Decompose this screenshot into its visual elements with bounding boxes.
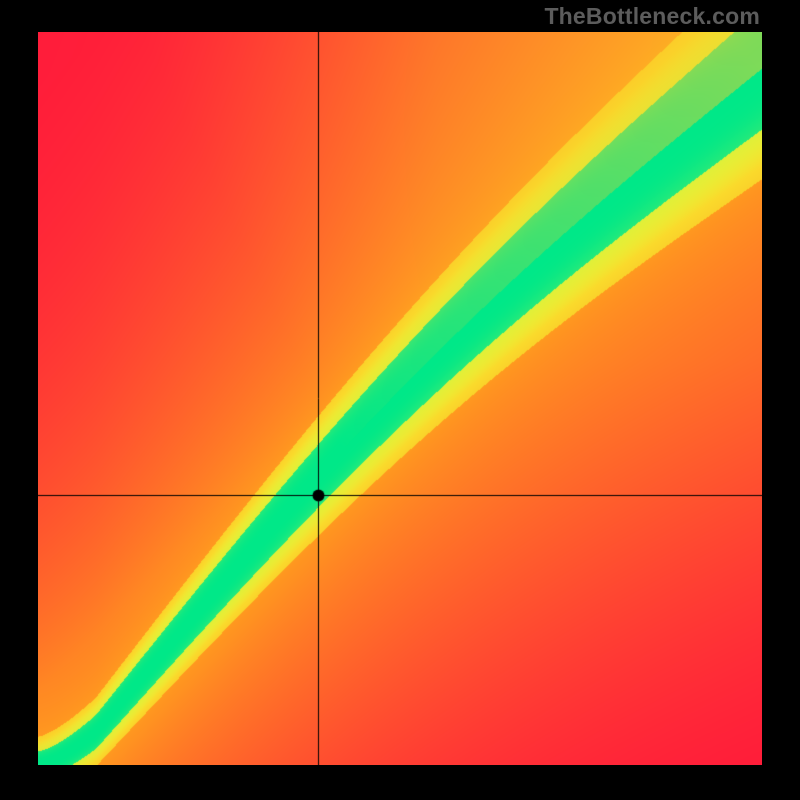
watermark-label: TheBottleneck.com — [544, 3, 760, 29]
bottleneck-heatmap — [38, 32, 762, 765]
plot-area — [38, 32, 762, 765]
figure-frame: TheBottleneck.com — [0, 0, 800, 800]
watermark-text: TheBottleneck.com — [544, 3, 760, 30]
